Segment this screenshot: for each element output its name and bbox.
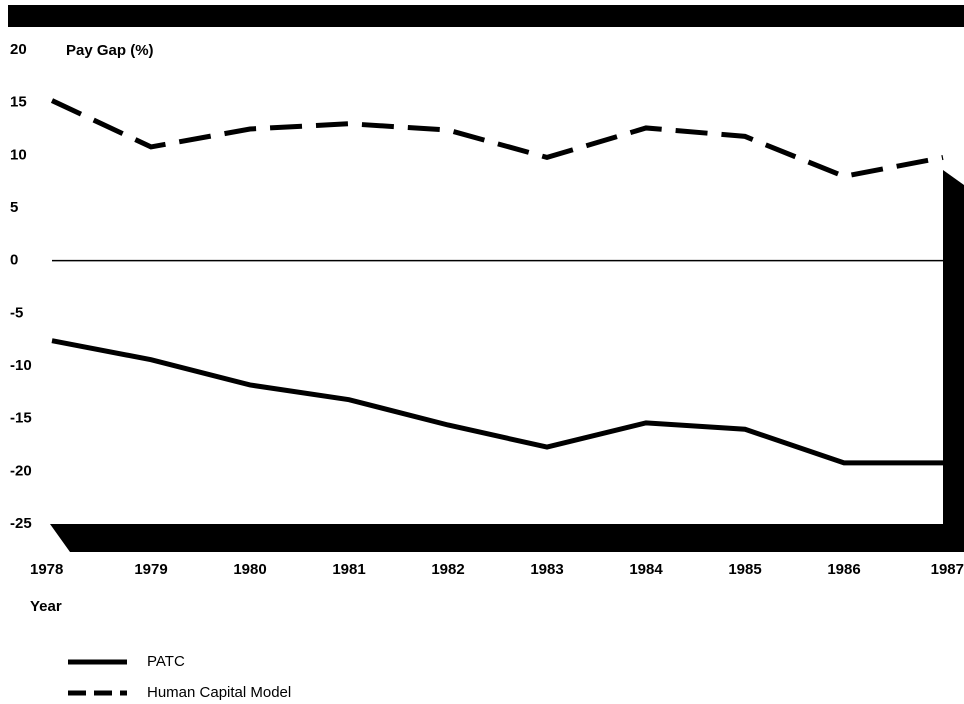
x-axis-label: Year [30, 598, 62, 615]
y-tick-label: 0 [10, 252, 18, 269]
base-shadow [50, 170, 964, 552]
x-tick-label: 1981 [332, 561, 365, 578]
y-tick-label: 5 [10, 199, 18, 216]
top-bar [8, 5, 964, 27]
legend-label: PATC [147, 653, 185, 670]
y-tick-label: 10 [10, 146, 27, 163]
y-tick-label: 20 [10, 41, 27, 58]
x-tick-label: 1982 [431, 561, 464, 578]
legend-label: Human Capital Model [147, 684, 291, 701]
x-tick-label: 1986 [827, 561, 860, 578]
series-line [51, 338, 943, 466]
legend: PATC Human Capital Model [68, 653, 291, 701]
x-tick-label: 1985 [728, 561, 761, 578]
x-tick-label: 1983 [530, 561, 563, 578]
x-tick-label: 1987 [931, 561, 964, 578]
y-tick-label: -5 [10, 304, 23, 321]
series-line [50, 98, 944, 179]
y-tick-label: -15 [10, 410, 32, 427]
x-tick-label: 1979 [134, 561, 167, 578]
x-tick-label: 1978 [30, 561, 63, 578]
y-axis-label: Pay Gap (%) [66, 42, 154, 59]
y-tick-label: -10 [10, 357, 32, 374]
y-tick-label: -25 [10, 515, 32, 532]
y-tick-label: -20 [10, 462, 32, 479]
x-tick-label: 1984 [629, 561, 663, 578]
y-tick-label: 15 [10, 94, 27, 111]
x-tick-label: 1980 [233, 561, 266, 578]
